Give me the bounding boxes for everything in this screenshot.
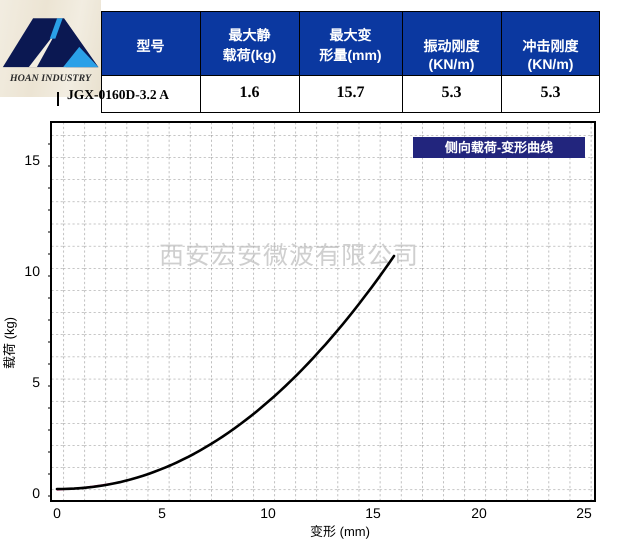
svg-text:10: 10 (24, 263, 40, 279)
svg-text:15: 15 (24, 152, 40, 168)
svg-text:10: 10 (260, 505, 276, 521)
svg-text:5: 5 (158, 505, 166, 521)
svg-text:0: 0 (32, 485, 40, 501)
svg-text:15: 15 (365, 505, 381, 521)
svg-text:20: 20 (471, 505, 487, 521)
svg-text:侧向载荷-变形曲线: 侧向载荷-变形曲线 (445, 140, 553, 155)
svg-text:变形 (mm): 变形 (mm) (310, 524, 370, 539)
svg-text:5: 5 (32, 374, 40, 390)
svg-text:25: 25 (576, 505, 592, 521)
svg-text:西安宏安微波有限公司: 西安宏安微波有限公司 (159, 242, 419, 270)
svg-text:载荷 (kg): 载荷 (kg) (2, 317, 17, 369)
svg-text:0: 0 (53, 505, 61, 521)
